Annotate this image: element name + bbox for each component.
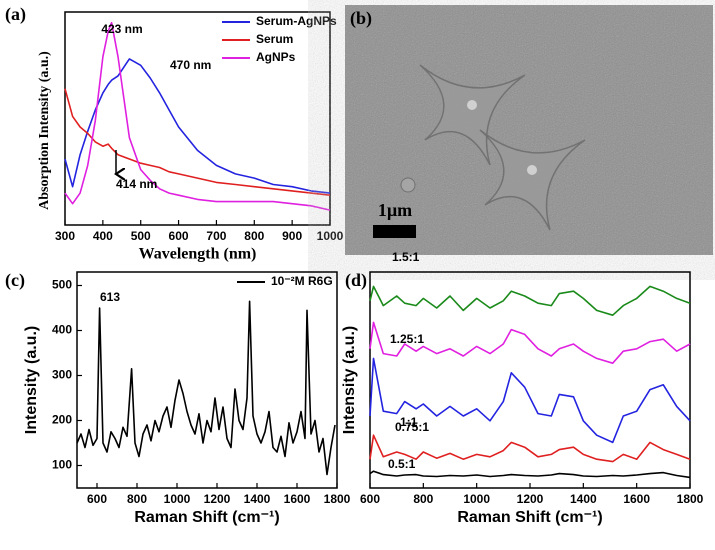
annotation: 414 nm <box>116 177 157 191</box>
x-tick-label: 800 <box>127 492 147 506</box>
legend-label: Serum <box>256 32 293 46</box>
x-tick-label: 500 <box>131 229 151 243</box>
x-tick-label: 800 <box>413 492 433 506</box>
series-line <box>369 434 691 463</box>
particle-core <box>527 165 537 175</box>
scale-bar <box>373 225 416 238</box>
x-tick-label: 1600 <box>284 492 311 506</box>
series-label: 1:1 <box>400 415 418 429</box>
x-tick-label: 700 <box>206 229 226 243</box>
panel-label: (c) <box>5 270 25 291</box>
panel-label: (b) <box>350 8 372 29</box>
series-label: 1.5:1 <box>392 250 420 264</box>
x-tick-label: 1400 <box>244 492 271 506</box>
x-tick-label: 1400 <box>570 492 597 506</box>
scale-bar-label: 1µm <box>378 200 412 220</box>
x-tick-label: 1800 <box>324 492 351 506</box>
series-line <box>369 470 691 479</box>
y-axis-label: Intensity (a.u.) <box>23 326 40 434</box>
particle <box>479 129 586 231</box>
y-axis-label: Intensity (a.u.) <box>341 326 358 434</box>
sem-texture <box>345 5 713 255</box>
plot-frame <box>64 11 331 226</box>
x-tick-label: 600 <box>169 229 189 243</box>
y-tick-label: 500 <box>52 278 72 292</box>
annotation: 470 nm <box>170 58 211 72</box>
series-line <box>369 357 691 444</box>
particle <box>419 64 526 166</box>
particle-small <box>400 177 416 193</box>
series-line <box>369 285 691 316</box>
x-tick-label: 400 <box>93 229 113 243</box>
x-tick-label: 600 <box>87 492 107 506</box>
panel-label: (d) <box>345 270 367 291</box>
annotation: 613 <box>100 290 120 304</box>
plot-frame <box>76 271 338 489</box>
series-label: 0.75:1 <box>395 420 429 434</box>
series-line <box>64 88 331 196</box>
x-tick-label: 1000 <box>317 229 344 243</box>
x-tick-label: 1200 <box>204 492 231 506</box>
series-line <box>64 21 331 211</box>
legend-label: AgNPs <box>256 50 296 64</box>
series-label: 0.5:1 <box>388 457 416 471</box>
legend-label: 10⁻²M R6G <box>271 274 333 288</box>
x-tick-label: 1200 <box>517 492 544 506</box>
y-tick-label: 400 <box>52 323 72 337</box>
series-line <box>64 58 331 194</box>
series-line <box>369 321 691 364</box>
y-tick-label: 300 <box>52 368 72 382</box>
x-axis-label: Wavelength (nm) <box>139 246 257 263</box>
x-tick-label: 1600 <box>623 492 650 506</box>
x-tick-label: 800 <box>244 229 264 243</box>
x-tick-label: 300 <box>55 229 75 243</box>
x-tick-label: 1000 <box>463 492 490 506</box>
y-tick-label: 100 <box>52 458 72 472</box>
panel-label: (a) <box>5 4 26 25</box>
x-tick-label: 900 <box>282 229 302 243</box>
x-tick-label: 1000 <box>164 492 191 506</box>
annotation: 423 nm <box>101 22 142 36</box>
x-axis-label: Raman Shift (cm⁻¹) <box>457 509 602 526</box>
legend-label: Serum-AgNPs <box>256 14 337 28</box>
x-axis-label: Raman Shift (cm⁻¹) <box>134 509 279 526</box>
particle-core <box>467 100 477 110</box>
y-tick-label: 200 <box>52 413 72 427</box>
series-label: 1.25:1 <box>390 332 424 346</box>
y-axis-label: Absorption Intensity (a.u.) <box>37 51 52 210</box>
series-line <box>76 300 336 476</box>
x-tick-label: 600 <box>360 492 380 506</box>
x-tick-label: 1800 <box>677 492 704 506</box>
